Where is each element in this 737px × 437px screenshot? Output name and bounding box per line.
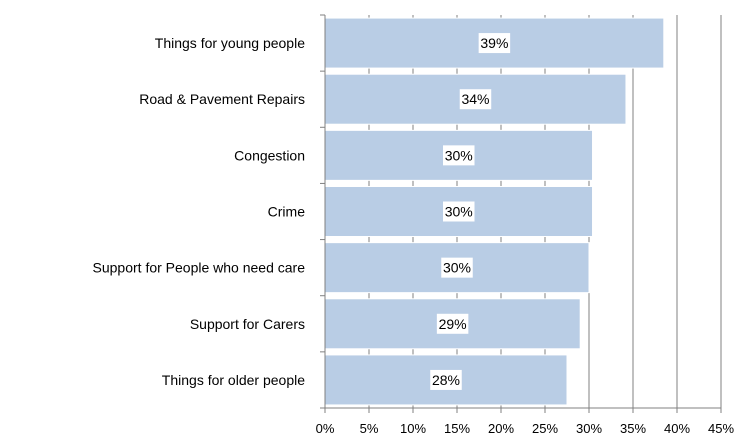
data-label-box-1 (478, 33, 511, 54)
x-tick-label-0: 0% (316, 421, 335, 436)
x-tick-label-1: 5% (360, 421, 379, 436)
category-label-2: Road & Pavement Repairs (139, 91, 305, 107)
data-label-6: 29% (439, 316, 467, 332)
x-tick-label-8: 40% (664, 421, 690, 436)
data-label-box-2 (459, 89, 492, 110)
data-label-1: 39% (480, 35, 508, 51)
category-label-1: Things for young people (155, 35, 305, 51)
bars (324, 17, 665, 406)
x-tick-label-4: 20% (488, 421, 514, 436)
data-label-box-7 (430, 369, 462, 390)
bar-1 (324, 17, 665, 69)
data-label-7: 28% (432, 372, 460, 388)
x-tick-label-2: 10% (400, 421, 426, 436)
bar-5 (324, 242, 590, 294)
category-label-3: Congestion (234, 147, 305, 163)
data-label-box-3 (443, 145, 475, 166)
x-tick-label-9: 45% (708, 421, 734, 436)
data-label-box-4 (443, 201, 475, 222)
data-label-3: 30% (445, 147, 473, 163)
data-label-4: 30% (445, 204, 473, 220)
x-tick-label-6: 30% (576, 421, 602, 436)
labels: 39% Things for young people 34% Road & Pave… (93, 33, 511, 390)
category-label-7: Things for older people (162, 372, 305, 388)
data-label-5: 30% (443, 260, 471, 276)
x-tick-label-5: 25% (532, 421, 558, 436)
x-tick-label-3: 15% (444, 421, 470, 436)
data-label-box-6 (436, 313, 469, 334)
x-tick-label-7: 35% (620, 421, 646, 436)
data-label-box-5 (441, 257, 473, 278)
category-label-5: Support for People who need care (93, 260, 306, 276)
category-label-6: Support for Carers (190, 316, 305, 332)
axes: 0% 5% 10% 15% 20% 25% 30% 35% 40% 45% (316, 14, 734, 436)
data-label-2: 34% (461, 91, 489, 107)
category-label-4: Crime (268, 204, 306, 220)
